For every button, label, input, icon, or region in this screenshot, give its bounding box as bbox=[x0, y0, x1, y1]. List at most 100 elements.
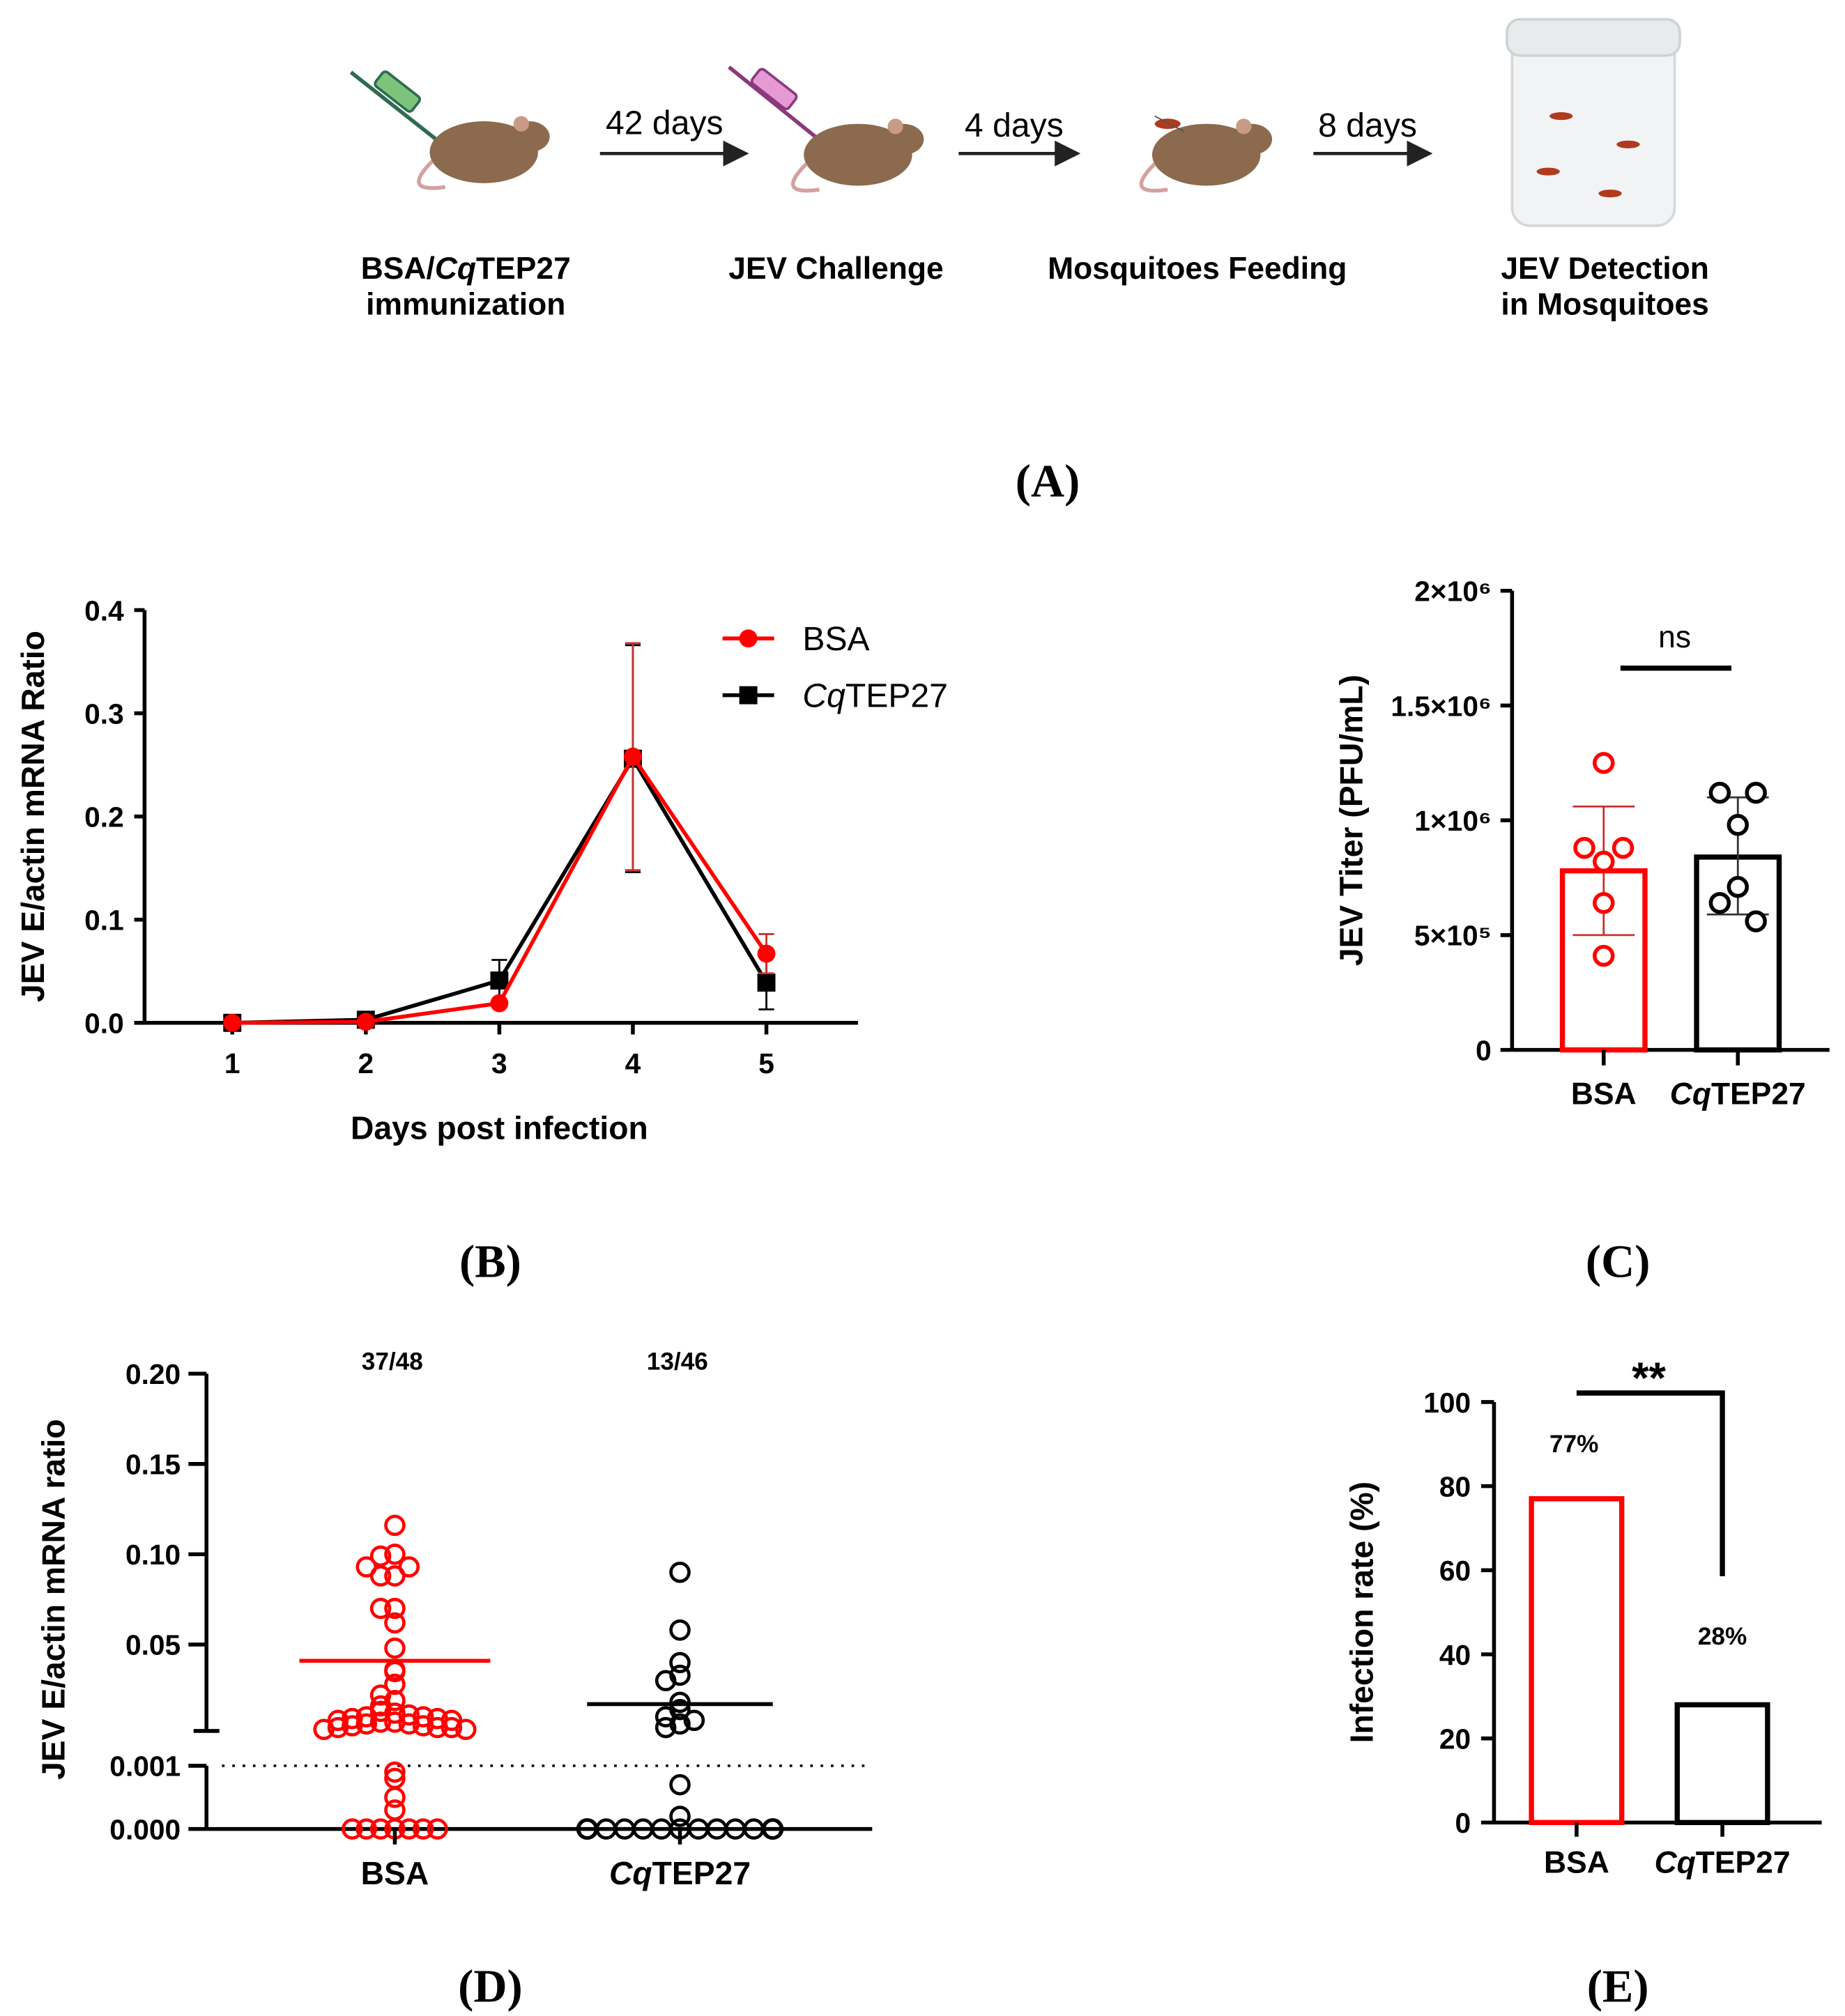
y-tick-label: 5×10⁵ bbox=[1414, 920, 1492, 952]
data-point-BSA bbox=[384, 1799, 406, 1821]
mouse-icon bbox=[791, 118, 924, 193]
legend-label-rest: BSA bbox=[802, 620, 869, 658]
data-point-BSA bbox=[427, 1716, 448, 1739]
data-point-CqTEP27 bbox=[576, 1818, 598, 1840]
y-tick-label: 80 bbox=[1439, 1470, 1471, 1502]
data-point-BSA bbox=[1593, 892, 1615, 914]
data-point-BSA bbox=[1593, 752, 1615, 774]
data-point-BSA bbox=[1593, 944, 1615, 967]
category-label: CqTEP27 bbox=[1670, 1077, 1806, 1111]
y-tick-label: 0.4 bbox=[84, 594, 124, 626]
value-label: 28% bbox=[1698, 1623, 1747, 1650]
x-tick-label: 1 bbox=[224, 1047, 240, 1079]
y-tick-label: 0.0 bbox=[84, 1008, 124, 1040]
data-point-CqTEP27 bbox=[669, 1806, 691, 1827]
data-point-CqTEP27 bbox=[1727, 876, 1750, 898]
y-tick-label: 0.3 bbox=[84, 698, 124, 730]
data-point-BSA bbox=[356, 1013, 375, 1031]
data-point-CqTEP27 bbox=[654, 1670, 677, 1692]
data-point-CqTEP27 bbox=[1745, 781, 1767, 804]
x-tick-label: 3 bbox=[491, 1047, 507, 1079]
data-point-BSA bbox=[369, 1565, 392, 1587]
y-tick-label: 0.000 bbox=[109, 1813, 181, 1845]
legend-label-italic: Cq bbox=[802, 677, 845, 714]
panel-label-e: (E) bbox=[1587, 1962, 1649, 2013]
category-label: CqTEP27 bbox=[609, 1855, 751, 1891]
y-tick-label: 0.2 bbox=[84, 801, 124, 833]
data-point-BSA bbox=[369, 1597, 392, 1619]
data-point-CqTEP27 bbox=[669, 1773, 691, 1796]
panel-label-b: (B) bbox=[459, 1236, 521, 1287]
data-point-BSA bbox=[412, 1818, 434, 1840]
data-point-BSA bbox=[398, 1713, 420, 1735]
y-axis-label: JEV E/actin mRNA Ratio bbox=[15, 631, 51, 1002]
legend-marker bbox=[739, 686, 758, 705]
y-tick-label: 0.001 bbox=[109, 1750, 181, 1783]
data-point-BSA bbox=[1611, 836, 1635, 859]
chart-d-scatter: 0.05 0.10 0.15 0.20 0.000 0.001 JEV E/actin mR… bbox=[36, 1348, 873, 1891]
data-point-BSA bbox=[384, 1565, 406, 1587]
category-label: BSA bbox=[1544, 1846, 1609, 1880]
syringe-icon-pink bbox=[728, 66, 817, 139]
data-point-BSA bbox=[1573, 836, 1595, 859]
data-point-CqTEP27 bbox=[1708, 892, 1731, 914]
y-axis-label: Infection rate (%) bbox=[1343, 1482, 1379, 1743]
y-tick-label: 0.10 bbox=[125, 1539, 181, 1571]
legend-label-rest: TEP27 bbox=[845, 677, 948, 714]
y-tick-label: 0 bbox=[1455, 1807, 1471, 1839]
data-point-BSA bbox=[384, 1514, 406, 1537]
data-point-CqTEP27 bbox=[1745, 910, 1767, 932]
data-point-BSA bbox=[369, 1711, 392, 1733]
data-point-BSA bbox=[384, 1673, 406, 1695]
data-point-BSA bbox=[223, 1013, 242, 1032]
data-point-BSA bbox=[384, 1544, 406, 1565]
bar-BSA bbox=[1529, 1496, 1625, 1826]
data-point-CqTEP27 bbox=[669, 1652, 691, 1674]
y-axis-label: JEV E/actin mRNA ratio bbox=[36, 1419, 72, 1780]
data-point-CqTEP27 bbox=[683, 1709, 705, 1732]
data-point-BSA bbox=[342, 1715, 363, 1737]
legend-label: BSA bbox=[802, 620, 869, 658]
x-tick-label: 4 bbox=[625, 1047, 641, 1079]
data-point-BSA bbox=[384, 1612, 406, 1634]
data-point-BSA bbox=[757, 944, 776, 963]
data-point-BSA bbox=[427, 1818, 448, 1840]
chart-c-bar: 0 5×10⁵ 1×10⁶ 1.5×10⁶ 2×10⁶ JEV Titer (PFU/mL… bbox=[1333, 576, 1830, 1111]
y-tick-label: 40 bbox=[1439, 1639, 1471, 1671]
y-tick-label: 100 bbox=[1423, 1387, 1471, 1419]
y-tick-label: 1.5×10⁶ bbox=[1391, 690, 1491, 722]
y-tick-label: 1×10⁶ bbox=[1414, 805, 1491, 837]
data-point-BSA bbox=[384, 1637, 406, 1659]
arrow-label: 8 days bbox=[1318, 107, 1417, 144]
data-point-BSA bbox=[355, 1818, 378, 1840]
data-point-BSA bbox=[412, 1715, 434, 1737]
significance-label: ns bbox=[1658, 620, 1691, 654]
syringe-icon-green bbox=[349, 70, 438, 141]
category-label-italic: Cq bbox=[1670, 1077, 1711, 1111]
category-label: CqTEP27 bbox=[1655, 1846, 1791, 1880]
mouse-with-mosquito-icon bbox=[1139, 115, 1273, 193]
data-point-BSA bbox=[490, 994, 509, 1013]
step-label-detection-line2: in Mosquitoes bbox=[1501, 288, 1709, 322]
arrow-label: 42 days bbox=[606, 104, 724, 141]
arrow-label: 4 days bbox=[965, 107, 1064, 144]
data-point-BSA bbox=[441, 1716, 463, 1739]
data-point-BSA bbox=[369, 1818, 392, 1840]
chart-e-bar: 0 20 40 60 80 100 Infection rate (%) BSA CqTEP27… bbox=[1343, 1354, 1822, 1880]
panel-label-d: (D) bbox=[458, 1962, 523, 2013]
y-tick-label: 0.15 bbox=[125, 1449, 181, 1481]
value-label: 77% bbox=[1549, 1431, 1598, 1458]
data-point-CqTEP27 bbox=[669, 1713, 691, 1735]
panel-a-workflow: 42 days 4 days 8 days BSA/CqTEP27 immuni… bbox=[349, 17, 1709, 322]
y-axis-label: JEV Titer (PFU/mL) bbox=[1333, 675, 1370, 966]
legend-label: CqTEP27 bbox=[802, 677, 948, 714]
category-label-rest: TEP27 bbox=[1696, 1846, 1791, 1880]
category-label: BSA bbox=[361, 1855, 429, 1891]
data-point-BSA bbox=[384, 1786, 406, 1808]
count-label: 13/46 bbox=[647, 1348, 708, 1376]
mosquito-jar-icon bbox=[1506, 17, 1681, 227]
data-point-BSA bbox=[313, 1718, 335, 1740]
chart-b-line: 0.0 0.1 0.2 0.3 0.4 1 2 3 4 5 Days post infection J… bbox=[15, 594, 948, 1146]
data-point-BSA bbox=[624, 747, 642, 766]
mouse-icon bbox=[417, 116, 550, 190]
